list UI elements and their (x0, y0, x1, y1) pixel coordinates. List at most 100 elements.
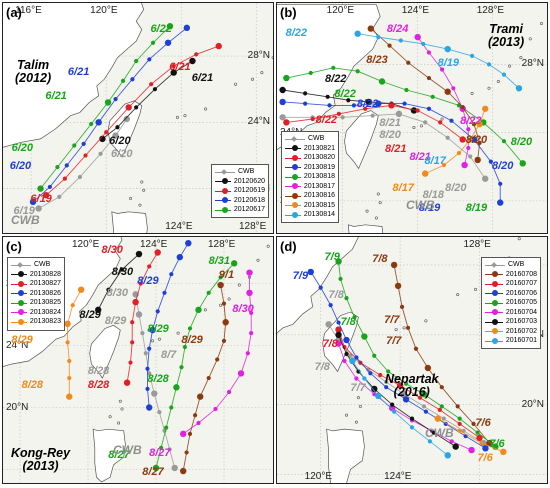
track-point (352, 315, 357, 320)
track-point (420, 390, 428, 398)
map-panel-nepartak: 128°E120°E124°E24°N20°N7/97/87/97/87/87/… (276, 236, 548, 484)
track-point (128, 360, 133, 365)
small-island (474, 287, 478, 291)
track-point (155, 309, 160, 314)
track-line (147, 242, 189, 408)
legend: CWB 20130821 20130820 20130819 20130818 20130… (281, 131, 339, 223)
track-point (193, 413, 198, 418)
legend-swatch (285, 183, 301, 190)
cwb-label: CWB (11, 213, 40, 227)
track-point (246, 269, 253, 276)
legend-label: 20130817 (303, 182, 335, 190)
small-island (142, 188, 146, 192)
track-point (372, 353, 377, 358)
track-point (384, 379, 389, 385)
map-canvas (277, 237, 547, 483)
legend-label: 20130823 (29, 318, 61, 326)
track-point (362, 376, 367, 381)
track-line (155, 262, 235, 469)
track-point (461, 428, 466, 433)
small-island (508, 64, 512, 68)
legend-entry: 20160701 (485, 336, 537, 346)
track-point (187, 326, 193, 331)
track-point (423, 409, 429, 414)
small-island (157, 337, 161, 341)
track-point (479, 440, 484, 446)
taiwan-island (344, 110, 379, 170)
small-island (517, 237, 521, 241)
legend-label: 20120618 (233, 196, 265, 204)
track-point (457, 428, 462, 433)
track-point (215, 357, 220, 362)
legend-entry: 20130825 (11, 298, 61, 308)
legend-label: 20160708 (505, 270, 537, 278)
track-point (474, 156, 481, 164)
track-point (486, 62, 492, 67)
panel-label: (d) (280, 239, 297, 254)
legend-swatch (485, 337, 503, 344)
track-point (431, 430, 436, 435)
track-point (104, 99, 112, 106)
track-point (157, 410, 162, 415)
track-point (147, 371, 152, 376)
track-point (434, 415, 442, 422)
track-point (405, 325, 411, 330)
legend-label: 20130814 (303, 211, 335, 219)
track-line (338, 261, 496, 447)
track-point (351, 103, 357, 108)
track-point (112, 132, 119, 139)
track-point (55, 164, 60, 170)
track-point (145, 386, 150, 391)
track-point (327, 103, 332, 108)
small-island (519, 56, 523, 60)
track-point (344, 296, 349, 301)
track-line (135, 294, 176, 469)
small-island (402, 326, 406, 330)
track-line (97, 253, 140, 311)
legend-swatch (485, 261, 505, 268)
legend-entry: 20160702 (485, 327, 537, 337)
small-island (440, 117, 444, 121)
track-point (469, 53, 475, 58)
track-point (99, 135, 106, 143)
legend-label: 20120619 (233, 187, 265, 195)
track-point (439, 67, 445, 72)
storm-name: Nepartak (2016) (385, 372, 439, 399)
track-point (189, 57, 196, 65)
track-point (355, 69, 360, 74)
small-island (419, 124, 423, 128)
track-point (169, 272, 174, 277)
legend-entry: 20160708 (485, 270, 537, 280)
small-island (344, 413, 348, 417)
track-point (125, 104, 132, 111)
track-point (403, 381, 409, 386)
track-point (143, 351, 148, 356)
legend-label: 20160701 (505, 337, 537, 345)
track-point (138, 281, 143, 286)
track-point (461, 161, 468, 169)
small-island (376, 192, 380, 196)
legend-swatch (485, 309, 503, 316)
legend-swatch (485, 318, 503, 325)
legend-swatch (11, 261, 31, 268)
legend: CWB 20130828 20130827 20130826 20130825 20130… (7, 257, 65, 331)
legend-entry: 20160704 (485, 308, 537, 318)
small-island (354, 420, 358, 424)
track-point (376, 35, 381, 40)
legend-swatch (285, 173, 301, 180)
storm-name: Talim (2012) (15, 58, 52, 85)
track-point (325, 94, 330, 99)
small-island (204, 107, 208, 111)
small-island (151, 339, 155, 343)
track-point (83, 153, 88, 158)
taiwan-island (89, 324, 121, 379)
track-point (471, 122, 477, 127)
track-point (206, 290, 211, 295)
track-point (134, 105, 139, 110)
track-point (120, 78, 126, 83)
legend-label: 20130816 (303, 192, 335, 200)
legend-swatch (215, 187, 231, 194)
track-point (67, 358, 72, 364)
track-point (439, 385, 444, 390)
track-point (404, 87, 409, 93)
